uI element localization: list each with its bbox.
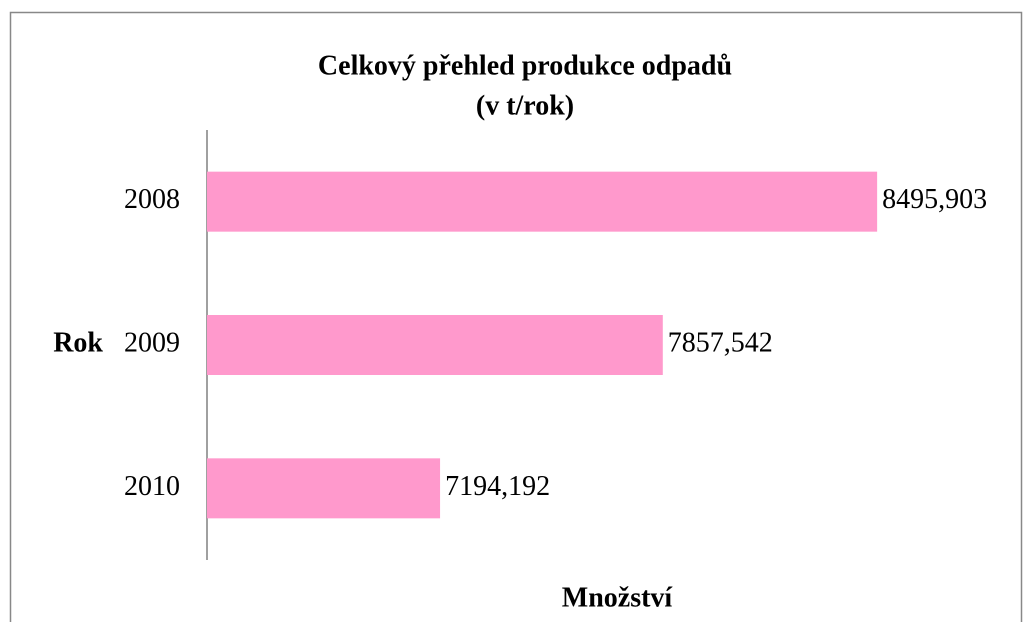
y-axis-label: Rok bbox=[53, 327, 103, 358]
x-axis-label: Množství bbox=[562, 582, 674, 613]
y-tick-label: 2010 bbox=[124, 471, 180, 502]
bar bbox=[207, 171, 878, 232]
chart-title: Celkový přehled produkce odpadů bbox=[318, 50, 732, 81]
bar bbox=[207, 458, 441, 519]
bar bbox=[207, 315, 663, 375]
value-label: 8495,903 bbox=[882, 184, 987, 215]
y-tick-label: 2009 bbox=[124, 327, 180, 358]
y-tick-label: 2008 bbox=[124, 184, 180, 215]
chart-subtitle: (v t/rok) bbox=[476, 90, 574, 121]
value-label: 7857,542 bbox=[668, 327, 773, 358]
value-label: 7194,192 bbox=[445, 471, 550, 502]
